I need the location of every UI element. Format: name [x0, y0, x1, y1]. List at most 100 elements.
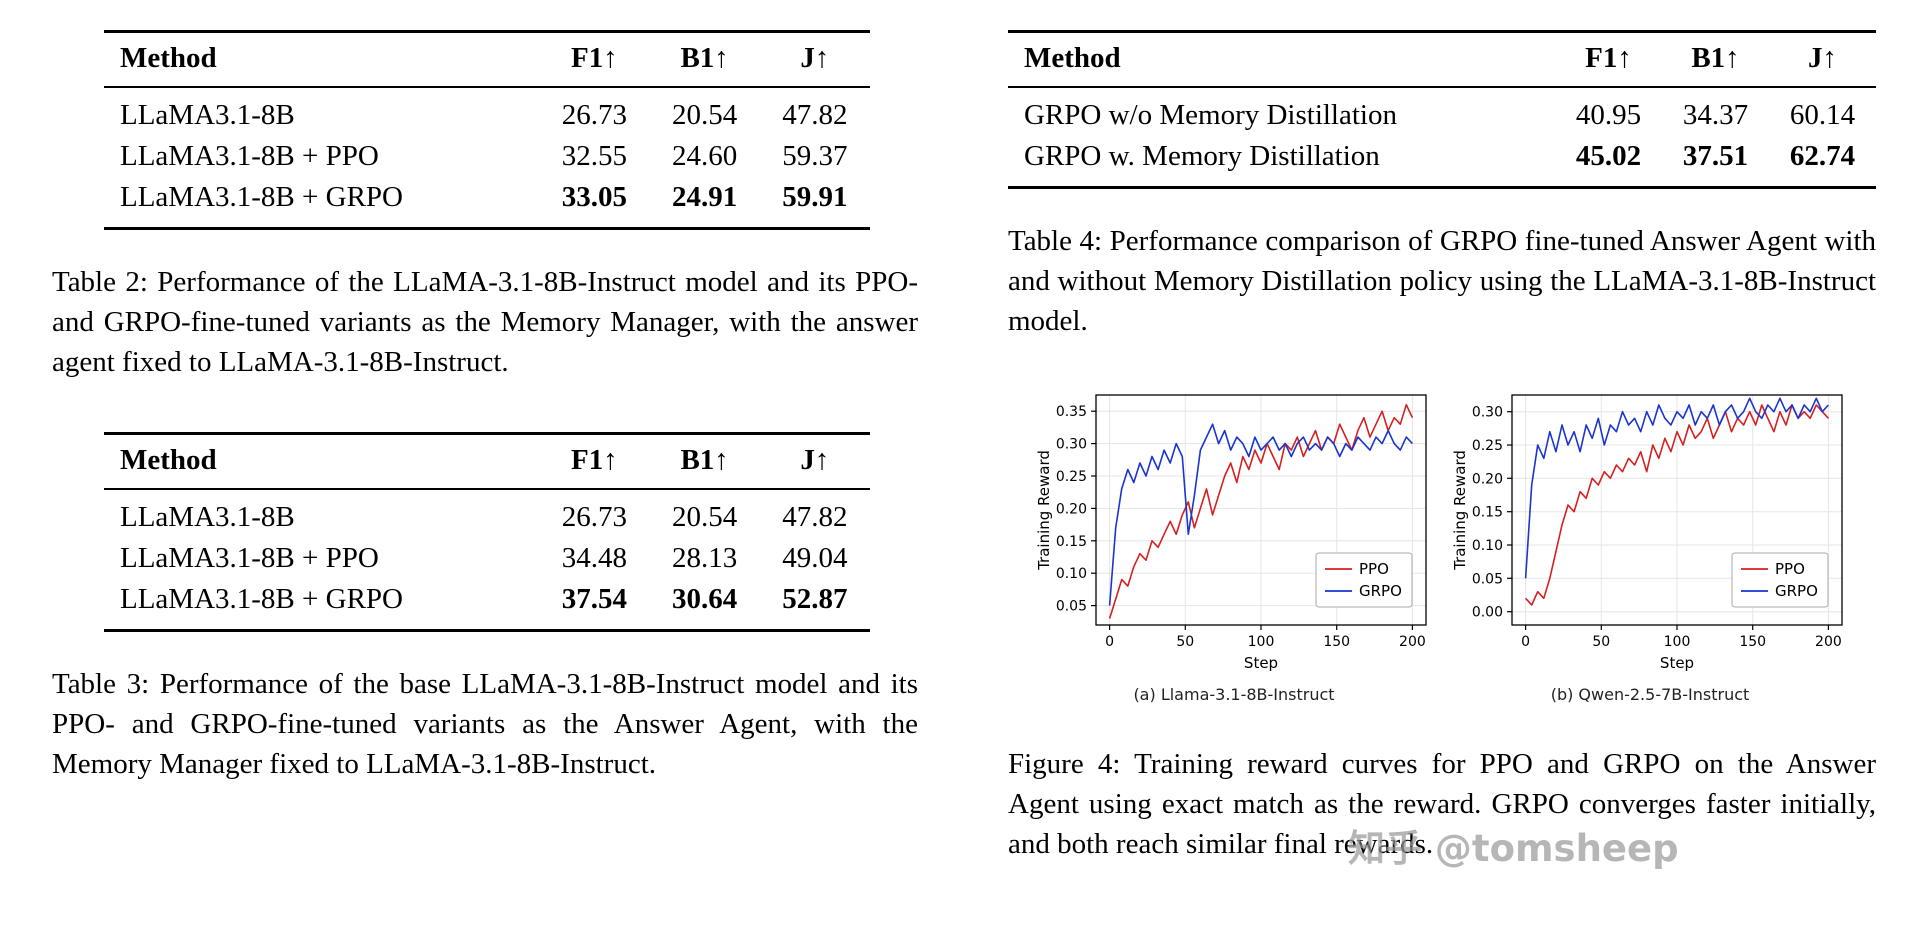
column-header-f1: F1↑: [1555, 31, 1663, 88]
value-cell: 47.82: [782, 99, 848, 131]
value-cell: 34.48: [561, 542, 627, 574]
svg-text:200: 200: [1399, 634, 1426, 650]
svg-text:50: 50: [1592, 634, 1610, 650]
table-row: LLaMA3.1-8B + PPO 34.48 28.13 49.04: [104, 538, 870, 579]
column-header-method: Method: [1008, 31, 1556, 88]
svg-text:150: 150: [1739, 634, 1766, 650]
method-cell: LLaMA3.1-8B: [120, 99, 295, 131]
svg-text:100: 100: [1664, 634, 1691, 650]
svg-text:0: 0: [1521, 634, 1530, 650]
value-cell: 37.54: [561, 583, 627, 615]
column-header-method: Method: [104, 31, 540, 88]
table-row: LLaMA3.1-8B 26.73 20.54 47.82: [104, 87, 870, 136]
svg-text:Step: Step: [1660, 654, 1694, 672]
value-cell: 62.74: [1789, 140, 1856, 172]
svg-text:0: 0: [1105, 634, 1114, 650]
svg-text:0.35: 0.35: [1056, 404, 1087, 420]
charts-row: 0.05 0.10 0.15 0.20 0.25 0.30 0.35 0 50 100 150 200…: [1008, 385, 1876, 704]
value-cell: 40.95: [1575, 99, 1642, 131]
svg-text:PPO: PPO: [1775, 560, 1805, 578]
table-4: Method F1↑ B1↑ J↑ GRPO w/o Memory Distil…: [1008, 30, 1876, 189]
value-cell: 20.54: [671, 501, 738, 533]
training-reward-chart-llama: 0.05 0.10 0.15 0.20 0.25 0.30 0.35 0 50 100 150 200…: [1034, 385, 1434, 677]
svg-text:0.00: 0.00: [1472, 605, 1503, 621]
value-cell: 34.37: [1682, 99, 1749, 131]
table-header-row: Method F1↑ B1↑ J↑: [1008, 31, 1876, 88]
svg-text:200: 200: [1815, 634, 1842, 650]
method-cell: GRPO w/o Memory Distillation: [1024, 99, 1397, 131]
method-cell: GRPO w. Memory Distillation: [1024, 140, 1380, 172]
method-cell: LLaMA3.1-8B + PPO: [120, 140, 379, 172]
table-4-caption: Table 4: Performance comparison of GRPO …: [1008, 225, 1876, 337]
table-row: LLaMA3.1-8B + GRPO 37.54 30.64 52.87: [104, 579, 870, 631]
column-header-b1: B1↑: [649, 31, 760, 88]
value-cell: 24.91: [671, 181, 738, 213]
table-3-caption: Table 3: Performance of the base LLaMA-3…: [52, 668, 918, 780]
value-cell: 33.05: [561, 181, 627, 213]
svg-text:Training Reward: Training Reward: [1451, 450, 1469, 571]
svg-text:0.05: 0.05: [1472, 571, 1503, 587]
column-header-j: J↑: [1769, 31, 1876, 88]
figure-4: 0.05 0.10 0.15 0.20 0.25 0.30 0.35 0 50 100 150 200…: [1008, 385, 1876, 704]
svg-text:GRPO: GRPO: [1359, 582, 1402, 600]
value-cell: 59.37: [782, 140, 848, 172]
table-header-row: Method F1↑ B1↑ J↑: [104, 433, 870, 490]
value-cell: 45.02: [1575, 140, 1642, 172]
value-cell: 32.55: [561, 140, 627, 172]
chart-wrap-b: 0.00 0.05 0.10 0.15 0.20 0.25 0.30 0 50 100 150 200…: [1450, 385, 1850, 704]
value-cell: 26.73: [561, 99, 627, 131]
column-header-method: Method: [104, 433, 540, 490]
svg-text:0.05: 0.05: [1056, 599, 1087, 615]
value-cell: 49.04: [782, 542, 848, 574]
value-cell: 28.13: [671, 542, 738, 574]
value-cell: 30.64: [671, 583, 738, 615]
chart-wrap-a: 0.05 0.10 0.15 0.20 0.25 0.30 0.35 0 50 100 150 200…: [1034, 385, 1434, 704]
table-3: Method F1↑ B1↑ J↑ LLaMA3.1-8B 26.73 20.5…: [104, 432, 870, 632]
table-row: GRPO w. Memory Distillation 45.02 37.51 …: [1008, 136, 1876, 188]
svg-text:0.15: 0.15: [1056, 534, 1087, 550]
method-cell: LLaMA3.1-8B: [120, 501, 295, 533]
value-cell: 59.91: [782, 181, 848, 213]
svg-text:PPO: PPO: [1359, 560, 1389, 578]
chart-a-subcaption: (a) Llama-3.1-8B-Instruct: [1133, 685, 1335, 704]
svg-text:0.30: 0.30: [1472, 405, 1503, 421]
value-cell: 47.82: [782, 501, 848, 533]
table-row: LLaMA3.1-8B + GRPO 33.05 24.91 59.91: [104, 177, 870, 229]
svg-text:0.20: 0.20: [1056, 501, 1087, 517]
value-cell: 26.73: [561, 501, 627, 533]
svg-text:100: 100: [1248, 634, 1275, 650]
svg-text:50: 50: [1176, 634, 1194, 650]
table-row: LLaMA3.1-8B + PPO 32.55 24.60 59.37: [104, 136, 870, 177]
left-column: Method F1↑ B1↑ J↑ LLaMA3.1-8B 26.73 20.5…: [52, 30, 918, 784]
svg-text:0.10: 0.10: [1472, 538, 1503, 554]
svg-text:0.25: 0.25: [1472, 438, 1503, 454]
value-cell: 37.51: [1682, 140, 1749, 172]
column-header-f1: F1↑: [539, 433, 650, 490]
value-cell: 60.14: [1789, 99, 1856, 131]
right-column: Method F1↑ B1↑ J↑ GRPO w/o Memory Distil…: [1008, 30, 1876, 864]
column-header-b1: B1↑: [649, 433, 760, 490]
value-cell: 52.87: [782, 583, 848, 615]
svg-text:0.10: 0.10: [1056, 566, 1087, 582]
svg-text:0.25: 0.25: [1056, 469, 1087, 485]
svg-text:0.15: 0.15: [1472, 505, 1503, 521]
table-2-caption: Table 2: Performance of the LLaMA-3.1-8B…: [52, 266, 918, 378]
svg-text:GRPO: GRPO: [1775, 582, 1818, 600]
method-cell: LLaMA3.1-8B + PPO: [120, 542, 379, 574]
column-header-b1: B1↑: [1662, 31, 1769, 88]
chart-b-subcaption: (b) Qwen-2.5-7B-Instruct: [1550, 685, 1750, 704]
svg-text:0.20: 0.20: [1472, 471, 1503, 487]
value-cell: 20.54: [671, 99, 738, 131]
figure-4-caption: Figure 4: Training reward curves for PPO…: [1008, 748, 1876, 860]
svg-text:Step: Step: [1244, 654, 1278, 672]
column-header-j: J↑: [759, 433, 870, 490]
table-row: LLaMA3.1-8B 26.73 20.54 47.82: [104, 489, 870, 538]
method-cell: LLaMA3.1-8B + GRPO: [120, 181, 403, 213]
training-reward-chart-qwen: 0.00 0.05 0.10 0.15 0.20 0.25 0.30 0 50 100 150 200…: [1450, 385, 1850, 677]
table-2: Method F1↑ B1↑ J↑ LLaMA3.1-8B 26.73 20.5…: [104, 30, 870, 230]
method-cell: LLaMA3.1-8B + GRPO: [120, 583, 403, 615]
table-header-row: Method F1↑ B1↑ J↑: [104, 31, 870, 88]
table-row: GRPO w/o Memory Distillation 40.95 34.37…: [1008, 87, 1876, 136]
value-cell: 24.60: [671, 140, 738, 172]
svg-text:Training Reward: Training Reward: [1035, 450, 1053, 571]
